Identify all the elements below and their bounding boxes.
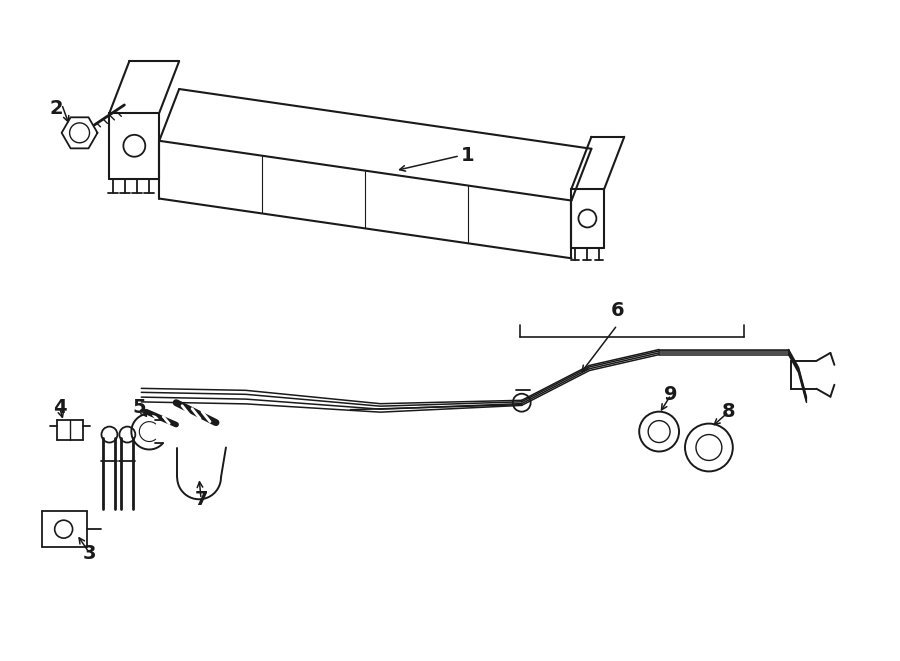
- Text: 9: 9: [664, 385, 678, 405]
- Text: 7: 7: [194, 490, 208, 509]
- Text: 2: 2: [50, 99, 64, 118]
- Text: 5: 5: [132, 398, 146, 417]
- Text: 8: 8: [722, 402, 735, 421]
- Text: 1: 1: [461, 146, 474, 165]
- Text: 4: 4: [53, 398, 67, 417]
- Text: 6: 6: [610, 301, 624, 319]
- Text: 3: 3: [83, 543, 96, 563]
